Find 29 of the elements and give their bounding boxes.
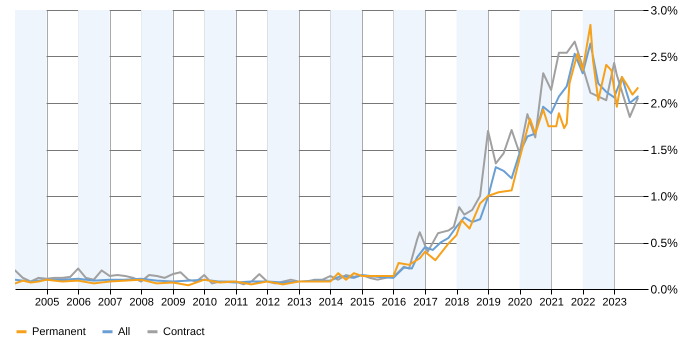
x-tick-label: 2016 [382, 296, 406, 308]
x-tick-label: 2007 [98, 296, 122, 308]
legend-label: Permanent [32, 326, 86, 338]
x-tick-label: 2013 [287, 296, 312, 308]
y-tick-label: 0.5% [650, 236, 678, 250]
x-tick-label: 2006 [66, 296, 91, 308]
x-tick-label: 2021 [539, 296, 564, 308]
x-tick-label: 2012 [256, 296, 280, 308]
x-tick-label: 2009 [160, 296, 186, 308]
x-tick-label: 2005 [34, 296, 60, 308]
x-tick-label: 2019 [476, 296, 501, 308]
x-tick-label: 2010 [192, 296, 217, 308]
x-tick-label: 2011 [224, 296, 248, 308]
x-tick-label: 2020 [508, 296, 532, 308]
y-tick-label: 2.0% [650, 96, 678, 110]
legend-label: Contract [163, 326, 205, 338]
x-tick-label: 2008 [129, 296, 154, 308]
x-tick-label: 2023 [602, 296, 627, 308]
y-tick-label: 1.5% [650, 143, 678, 157]
x-tick-label: 2017 [413, 296, 438, 308]
legend-label: All [118, 326, 130, 338]
y-tick-label: 3.0% [650, 4, 678, 18]
x-tick-label: 2022 [570, 296, 596, 308]
x-tick-label: 2018 [444, 296, 470, 308]
y-tick-label: 1.0% [650, 190, 678, 204]
x-tick-label: 2014 [318, 296, 344, 308]
x-tick-label: 2015 [350, 296, 375, 308]
y-tick-label: 2.5% [650, 50, 678, 64]
y-tick-label: 0.0% [650, 282, 678, 296]
